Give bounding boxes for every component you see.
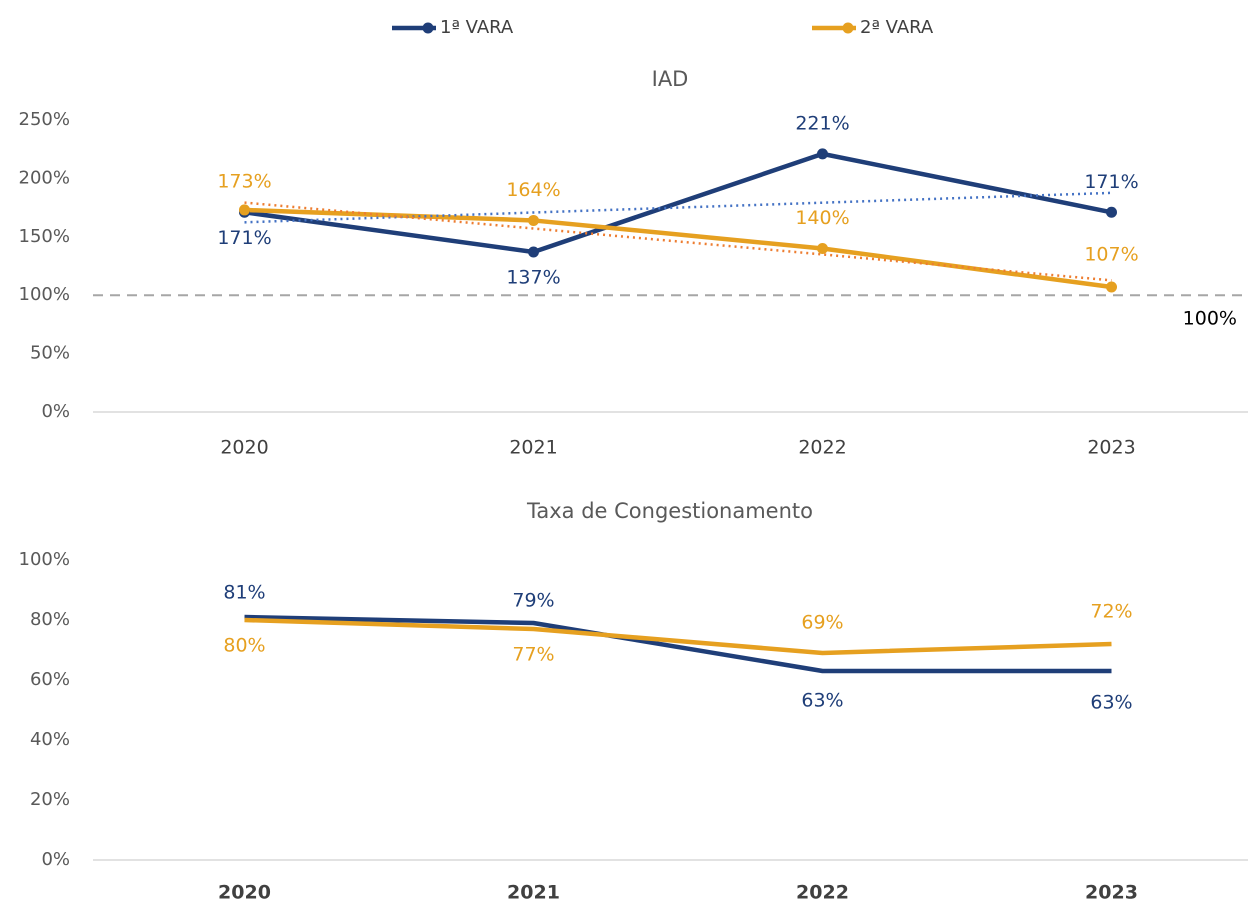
trendline [244, 191, 1112, 224]
data-label: 79% [512, 590, 554, 612]
marker [817, 242, 828, 254]
data-label: 63% [1090, 692, 1132, 714]
series-line [244, 617, 1112, 656]
marker [1106, 206, 1117, 218]
y-tick-label: 150% [19, 226, 70, 247]
legend-label: 1ª VARA [440, 17, 514, 38]
data-label: 72% [1090, 601, 1132, 623]
x-tick-label: 2022 [796, 882, 849, 904]
data-label: 171% [1084, 171, 1138, 193]
data-label: 221% [795, 112, 849, 134]
reference-label: 100% [1183, 308, 1237, 330]
x-tick-label: 2022 [798, 437, 846, 459]
y-tick-label: 200% [19, 167, 70, 188]
y-tick-label: 0% [41, 401, 70, 422]
marker [528, 246, 539, 258]
x-tick-label: 2021 [509, 437, 557, 459]
y-tick-label: 0% [41, 849, 70, 870]
x-tick-label: 2021 [507, 882, 560, 904]
data-label: 77% [512, 644, 554, 666]
data-label: 69% [801, 612, 843, 634]
data-label: 107% [1084, 244, 1138, 266]
chart-title: Taxa de Congestionamento [526, 499, 813, 523]
y-tick-label: 60% [30, 669, 70, 690]
y-tick-label: 250% [19, 109, 70, 130]
data-label: 63% [801, 690, 843, 712]
marker [1106, 281, 1117, 293]
chart-title: IAD [652, 67, 689, 91]
data-label: 164% [506, 179, 560, 201]
series-line [244, 207, 1112, 290]
data-label: 171% [217, 227, 271, 249]
legend-label: 2ª VARA [860, 17, 934, 38]
legend-marker [422, 22, 434, 34]
y-tick-label: 80% [30, 609, 70, 630]
x-tick-label: 2020 [220, 437, 268, 459]
marker [817, 148, 828, 160]
data-label: 81% [223, 582, 265, 604]
series-line [244, 151, 1112, 255]
series-line [244, 614, 1112, 674]
data-label: 173% [217, 170, 271, 192]
y-tick-label: 100% [19, 284, 70, 305]
x-tick-label: 2020 [218, 882, 271, 904]
x-tick-label: 2023 [1085, 882, 1138, 904]
x-tick-label: 2023 [1087, 437, 1135, 459]
y-tick-label: 50% [30, 343, 70, 364]
y-tick-label: 40% [30, 729, 70, 750]
data-label: 140% [795, 207, 849, 229]
y-tick-label: 20% [30, 789, 70, 810]
y-tick-label: 100% [19, 549, 70, 570]
marker [528, 214, 539, 226]
legend-marker [842, 22, 854, 34]
trendline [244, 201, 1112, 282]
data-label: 80% [223, 635, 265, 657]
marker [239, 204, 250, 216]
data-label: 137% [506, 266, 560, 288]
